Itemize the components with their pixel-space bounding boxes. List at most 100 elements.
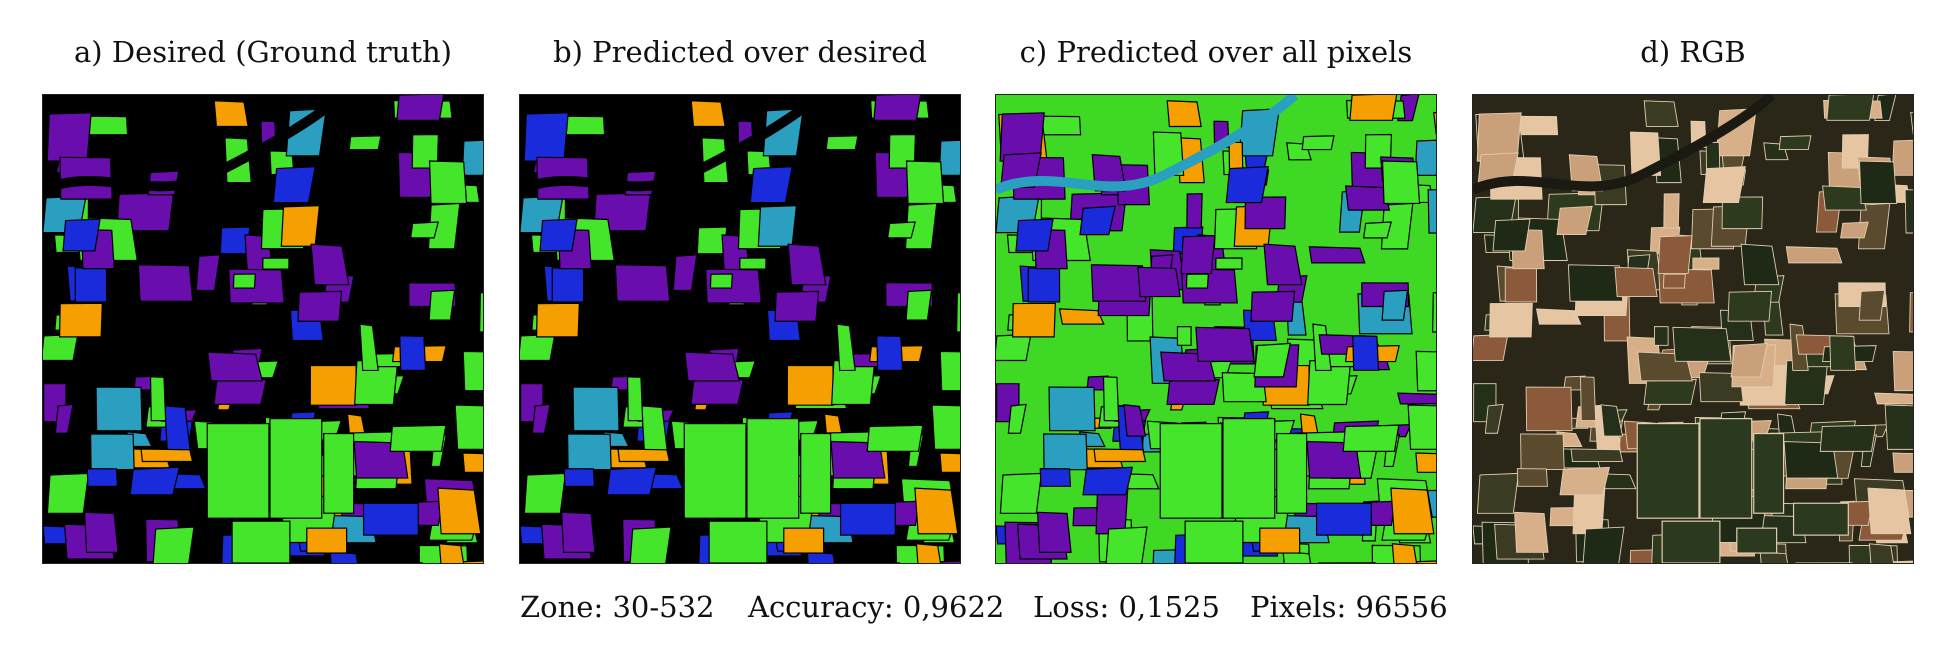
field-parcel [1007,403,1027,434]
field-parcel [462,350,483,392]
field-parcel [1036,511,1072,553]
field-parcel [1559,466,1610,496]
field-parcel [1520,433,1565,471]
field-parcel [479,292,483,333]
field-parcel [1250,290,1296,322]
field-parcel [86,115,129,136]
field-parcel [1093,448,1147,463]
field-parcel [306,527,348,554]
field-parcel [213,100,249,128]
field-parcel [348,135,382,151]
field-parcel [614,264,671,302]
field-parcel [956,292,960,333]
field-parcel [1514,511,1549,553]
field-parcel [1042,433,1088,471]
field-parcel [786,364,834,406]
field-parcel [999,472,1043,514]
predicted-over-desired-svg [520,95,960,563]
field-parcel [1027,267,1061,303]
field-parcel [1909,292,1913,333]
panel-c-title: c) Predicted over all pixels [1019,35,1413,69]
field-parcel [1904,189,1913,234]
field-parcel [437,487,482,535]
field-parcel [89,433,135,471]
field-parcel [359,323,379,372]
field-parcel [1253,342,1292,378]
field-parcel [62,218,101,252]
field-parcel [1315,502,1372,536]
field-parcel [389,424,447,452]
rgb-satellite-svg [1473,95,1913,563]
field-parcel [95,386,143,432]
field-parcel [213,378,268,405]
field-parcel [1407,404,1436,450]
field-parcel [1778,135,1812,151]
ground-truth-svg [43,95,483,563]
field-parcel [1570,448,1624,462]
field-parcel [1516,468,1548,487]
field-parcel [1819,424,1877,452]
field-parcel [708,520,768,563]
field-parcel [774,290,820,322]
predicted-all-pixels-svg [996,95,1436,563]
field-parcel [1381,160,1421,205]
field-parcel [1186,193,1203,229]
field-parcel [690,100,726,128]
field-parcel [1699,418,1753,519]
field-parcel [428,289,456,321]
field-parcel [1105,526,1148,563]
field-parcel [939,350,960,392]
accuracy-label: Accuracy: 0,9622 [748,590,1005,624]
river-band [1473,95,1776,195]
field-parcel [1727,290,1773,322]
field-parcel [939,452,960,473]
field-parcel [783,527,825,554]
field-parcel [262,257,290,270]
field-parcel [1785,246,1843,264]
field-parcel [1759,551,1788,563]
field-parcel [1476,472,1520,514]
field-parcel [1484,403,1504,434]
field-parcel [1657,235,1693,274]
field-parcel [59,302,103,338]
field-parcel [1301,135,1335,151]
river-band [996,95,1299,195]
field-parcel [1910,112,1913,135]
field-parcel [806,551,836,563]
field-parcel [739,257,767,270]
river-band [43,95,346,195]
field-parcel [1672,326,1732,362]
field-parcel [46,472,90,514]
field-parcel [46,112,92,162]
field-parcel [520,333,556,362]
pixels-label: Pixels: 96556 [1250,590,1448,624]
field-parcel [931,404,960,450]
field-parcel [1039,115,1082,136]
zone-label: Zone: 30-532 [520,590,715,624]
field-parcel [1643,378,1697,405]
field-parcel [563,467,596,487]
field-parcel [1390,487,1435,535]
field-parcel [866,424,924,452]
field-parcel [1082,466,1134,496]
field-parcel [551,267,585,303]
field-parcel [231,520,291,563]
field-parcel [1432,292,1436,333]
field-parcel [1137,266,1181,298]
field-parcel [1829,335,1857,371]
field-parcel [1362,221,1392,239]
field-parcel [280,205,321,247]
panel-a-title: a) Desired (Ground truth) [74,35,452,69]
field-parcel [1504,267,1538,303]
field-parcel [1263,243,1303,286]
field-parcel [1580,376,1597,422]
field-parcel [1090,264,1147,302]
field-parcel [1180,235,1216,275]
field-parcel [536,302,580,338]
field-parcel [1244,196,1287,230]
field-parcel [626,376,644,422]
field-parcel [709,273,733,289]
field-parcel [74,267,108,303]
field-parcel [1225,165,1269,204]
field-parcel [996,333,1032,362]
